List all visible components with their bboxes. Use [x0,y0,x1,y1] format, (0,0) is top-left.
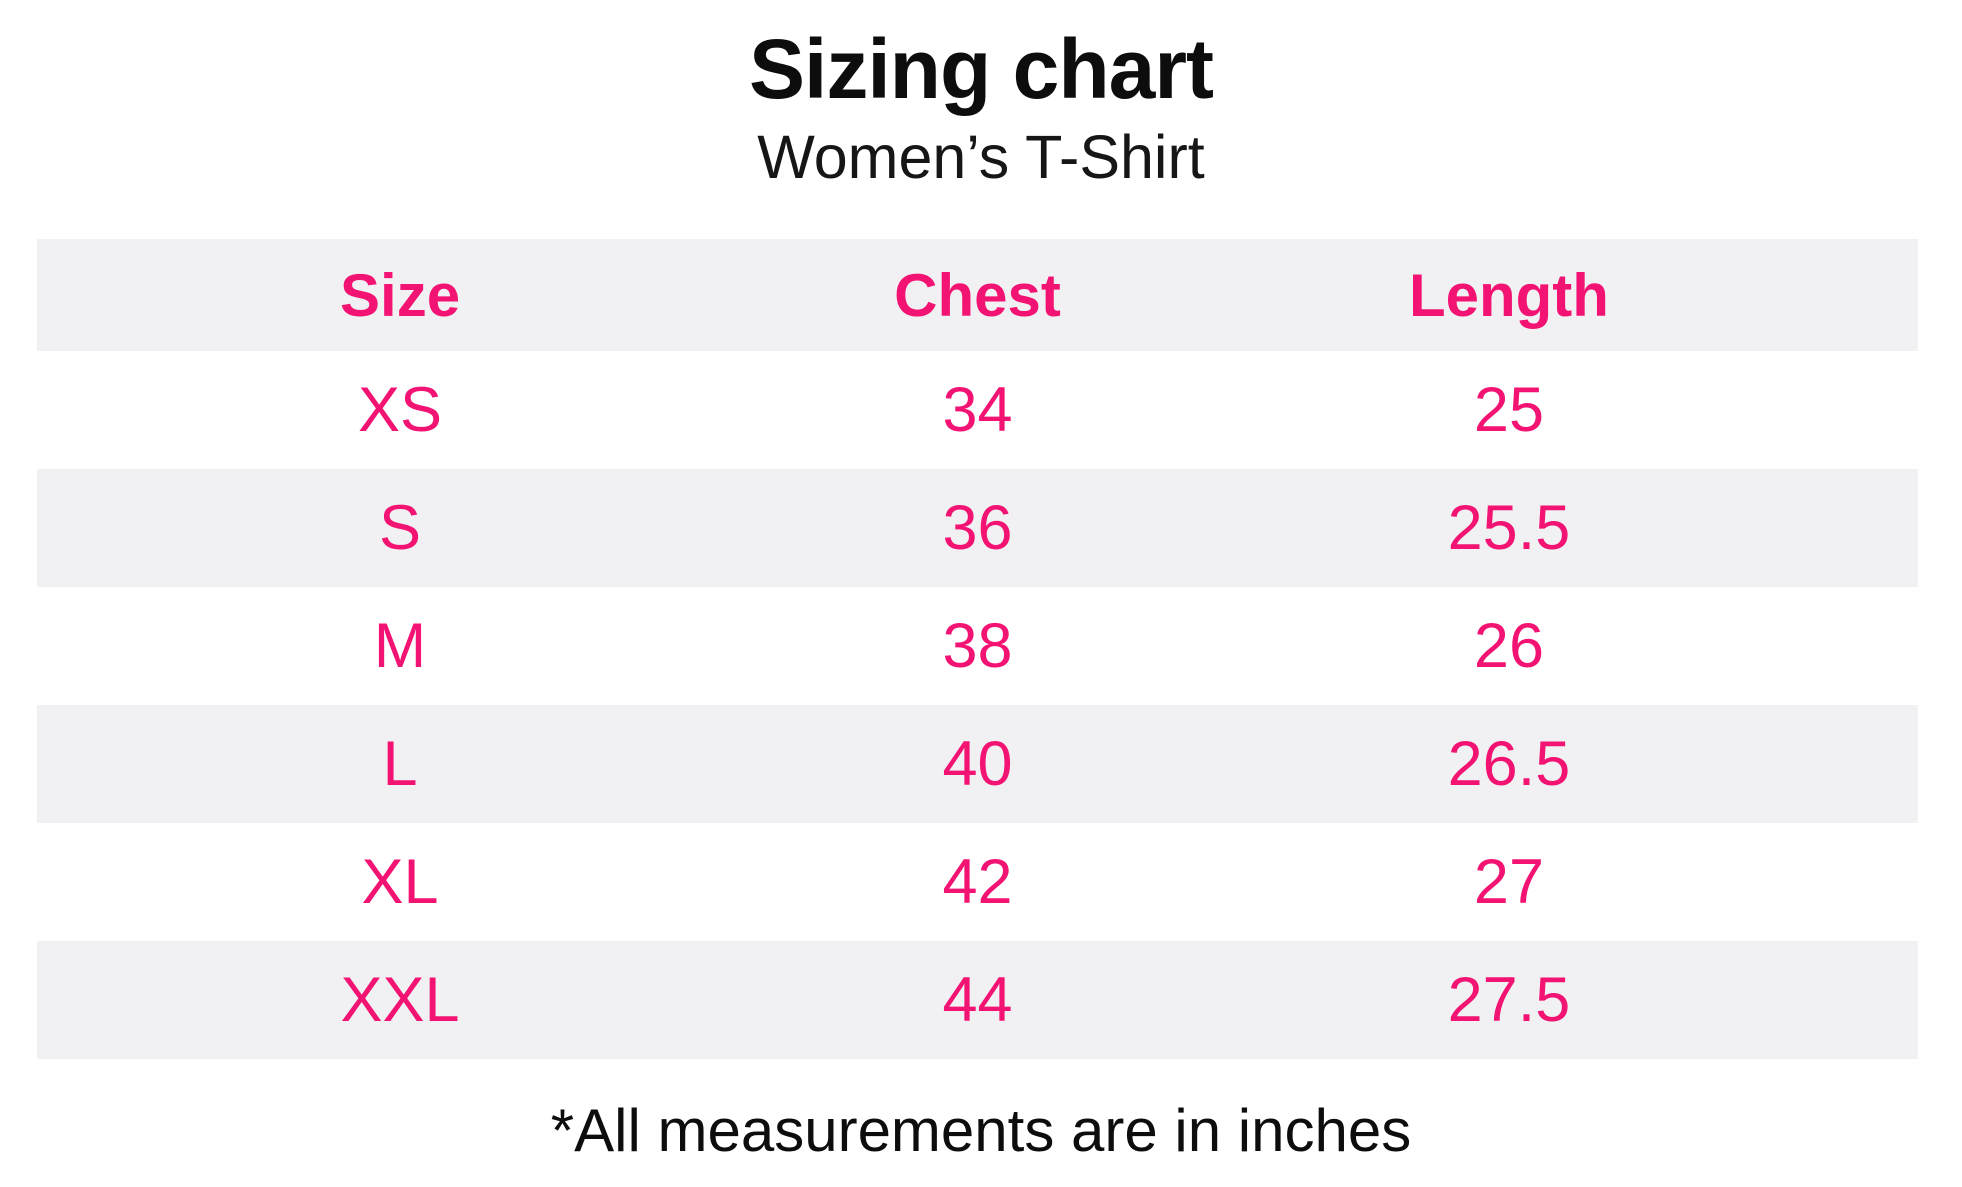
chest-cell: 34 [942,375,1013,445]
column-header-chest: Chest [894,261,1061,329]
size-cell: XS [358,375,443,445]
length-cell: 26.5 [1447,729,1571,799]
length-cell: 26 [1473,611,1544,681]
chest-cell: 40 [942,729,1013,799]
size-cell: XXL [340,965,460,1035]
table-row: XS 34 25 [37,351,1918,469]
chest-cell: 42 [942,847,1013,917]
measurements-footnote: *All measurements are in inches [550,1097,1412,1164]
page-subtitle: Women’s T-Shirt [757,123,1205,192]
table-row: XXL 44 27.5 [37,941,1918,1059]
chest-cell: 36 [942,493,1013,563]
table-row: M 38 26 [37,587,1918,705]
chest-cell: 44 [942,965,1013,1035]
column-header-size: Size [340,261,461,329]
length-cell: 27.5 [1447,965,1571,1035]
size-cell: M [373,611,427,681]
table-row: XL 42 27 [37,823,1918,941]
page-title: Sizing chart [748,22,1214,116]
table-row: L 40 26.5 [37,705,1918,823]
sizing-table: Size Chest Length XS 34 25 S 36 25.5 M 3… [37,239,1918,1059]
column-header-length: Length [1408,261,1609,329]
chest-cell: 38 [942,611,1013,681]
length-cell: 25 [1473,375,1544,445]
size-cell: L [382,729,418,799]
size-cell: S [379,493,422,563]
table-header-row: Size Chest Length [37,239,1918,351]
length-cell: 25.5 [1447,493,1571,563]
length-cell: 27 [1473,847,1544,917]
table-row: S 36 25.5 [37,469,1918,587]
size-cell: XL [361,847,439,917]
